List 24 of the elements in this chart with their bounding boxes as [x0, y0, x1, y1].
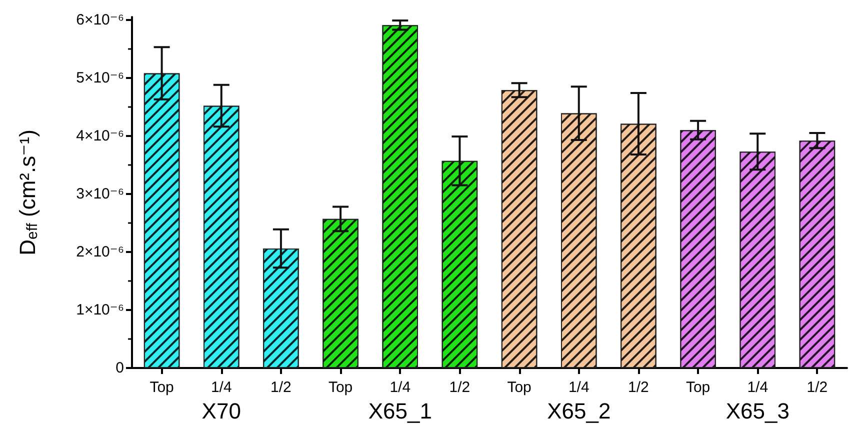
- x-tick-label: 1/4: [568, 379, 590, 396]
- y-tick-label: 2×10⁻⁶: [76, 243, 124, 260]
- y-tick-label: 0: [116, 360, 124, 376]
- x-tick-label: 1/2: [628, 379, 649, 396]
- series-label: X65_1: [368, 398, 432, 424]
- x-tick-label: Top: [507, 379, 532, 396]
- y-tick-label: 6×10⁻⁶: [76, 11, 124, 28]
- x-tick-label: 1/4: [390, 379, 411, 396]
- x-tick-label: 1/2: [806, 379, 828, 396]
- series-label: X70: [202, 398, 241, 424]
- series-label: X65_2: [547, 398, 611, 424]
- x-tick-label: Top: [686, 379, 710, 396]
- y-tick-label: 4×10⁻⁶: [76, 127, 124, 144]
- y-tick-label: 1×10⁻⁶: [76, 301, 124, 318]
- x-tick-label: 1/2: [449, 379, 470, 396]
- y-tick-label: 5×10⁻⁶: [76, 69, 124, 86]
- x-tick-label: Top: [328, 379, 353, 396]
- x-tick-label: 1/4: [747, 379, 768, 396]
- y-tick-label: 3×10⁻⁶: [76, 185, 124, 202]
- x-tick-label: Top: [150, 379, 174, 396]
- series-label: X65_3: [726, 398, 790, 424]
- y-axis-title: Deff (cm².s⁻¹): [15, 130, 41, 256]
- x-tick-label: 1/4: [210, 379, 232, 396]
- x-tick-label: 1/2: [270, 379, 292, 396]
